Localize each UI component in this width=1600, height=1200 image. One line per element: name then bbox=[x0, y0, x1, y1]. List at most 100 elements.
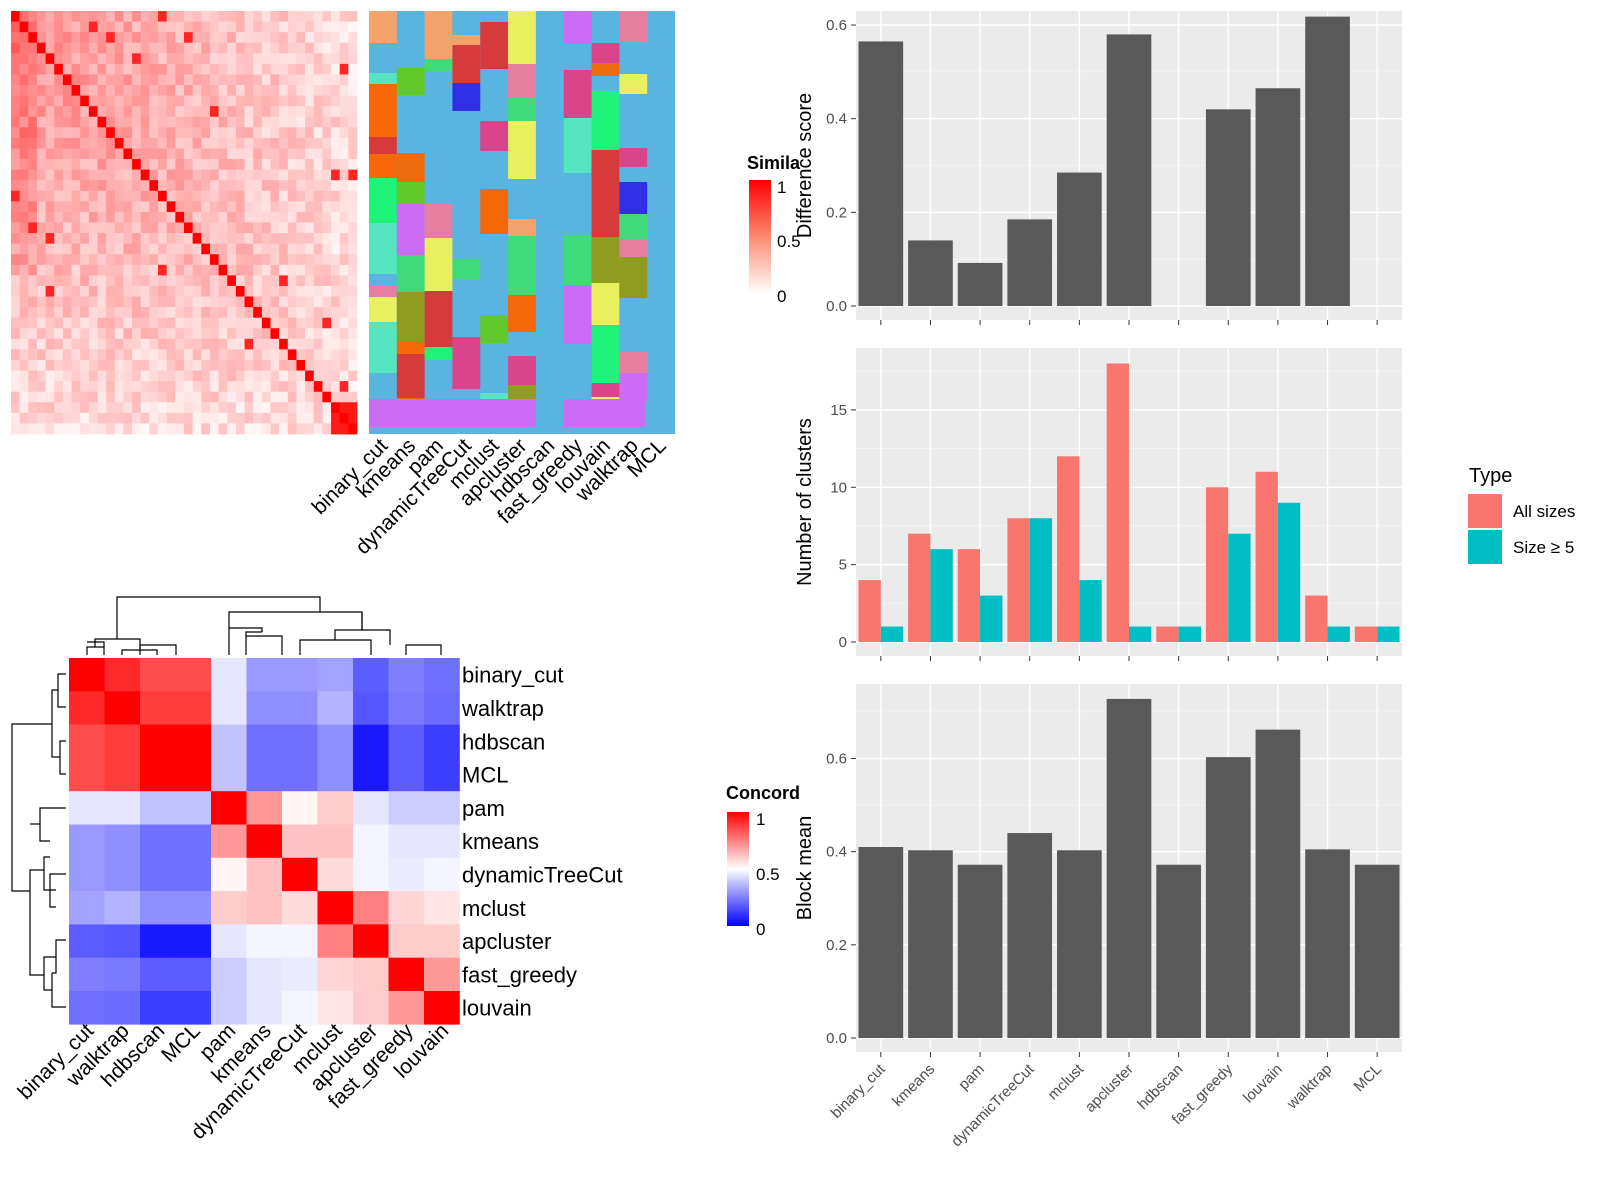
similarity-cell bbox=[348, 370, 358, 382]
similarity-cell bbox=[114, 169, 124, 181]
similarity-cell bbox=[11, 412, 21, 424]
similarity-cell bbox=[270, 159, 280, 171]
similarity-cell bbox=[322, 338, 332, 350]
similarity-cell bbox=[106, 85, 116, 96]
similarity-cell bbox=[348, 233, 358, 245]
similarity-cell bbox=[287, 127, 297, 139]
similarity-cell bbox=[166, 328, 176, 340]
similarity-cell bbox=[114, 32, 124, 44]
similarity-cell bbox=[71, 148, 81, 160]
similarity-cell bbox=[54, 370, 64, 382]
legend-swatch-size-ge-5 bbox=[1468, 530, 1502, 564]
similarity-cell bbox=[261, 11, 271, 22]
similarity-cell bbox=[209, 74, 219, 86]
similarity-cell bbox=[132, 74, 142, 86]
similarity-cell bbox=[54, 285, 64, 297]
similarity-cell bbox=[97, 285, 107, 297]
similarity-cell bbox=[71, 254, 81, 266]
similarity-cell bbox=[235, 296, 245, 308]
similarity-cell bbox=[244, 222, 254, 234]
x-tick-label: apcluster bbox=[1082, 1061, 1137, 1116]
concordance-cell bbox=[104, 791, 141, 825]
similarity-cell bbox=[296, 307, 306, 319]
similarity-cell bbox=[97, 328, 107, 340]
similarity-cell bbox=[279, 254, 289, 266]
similarity-cell bbox=[166, 402, 176, 414]
similarity-heatmap bbox=[11, 11, 358, 435]
similarity-cell bbox=[244, 116, 254, 128]
concordance-cell bbox=[140, 857, 176, 892]
similarity-cell bbox=[54, 423, 64, 435]
similarity-cell bbox=[19, 402, 29, 414]
similarity-cell bbox=[36, 95, 46, 107]
similarity-cell bbox=[313, 296, 323, 308]
similarity-cell bbox=[305, 74, 315, 86]
similarity-cell bbox=[19, 264, 29, 276]
similarity-cell bbox=[97, 127, 107, 139]
similarity-cell bbox=[279, 243, 289, 255]
concordance-cell bbox=[175, 658, 212, 692]
concordance-cell bbox=[211, 658, 247, 692]
concordance-row-label: pam bbox=[462, 796, 505, 821]
similarity-cell bbox=[209, 222, 219, 234]
similarity-cell bbox=[244, 381, 254, 393]
similarity-cell bbox=[158, 264, 168, 276]
similarity-cell bbox=[11, 423, 21, 435]
cluster-block bbox=[619, 352, 648, 373]
similarity-cell bbox=[80, 359, 90, 371]
similarity-cell bbox=[132, 159, 142, 171]
concordance-cell bbox=[282, 924, 318, 958]
similarity-cell bbox=[279, 137, 289, 149]
similarity-cell bbox=[322, 148, 332, 160]
similarity-cell bbox=[132, 307, 142, 319]
similarity-cell bbox=[45, 328, 55, 340]
concordance-cell bbox=[282, 691, 318, 725]
similarity-cell bbox=[62, 381, 72, 393]
similarity-cell bbox=[45, 211, 55, 223]
similarity-cell bbox=[348, 211, 358, 223]
similarity-cell bbox=[184, 254, 194, 266]
similarity-cell bbox=[313, 53, 323, 65]
similarity-cell bbox=[62, 201, 72, 213]
similarity-cell bbox=[45, 423, 55, 435]
similarity-cell bbox=[313, 264, 323, 276]
similarity-cell bbox=[244, 169, 254, 181]
similarity-cell bbox=[244, 233, 254, 245]
similarity-cell bbox=[11, 116, 21, 128]
bar-block-mean bbox=[1007, 833, 1053, 1038]
similarity-cell bbox=[123, 74, 133, 86]
similarity-cell bbox=[270, 264, 280, 276]
similarity-cell bbox=[54, 412, 64, 424]
similarity-cell bbox=[140, 233, 150, 245]
concordance-cell bbox=[317, 724, 354, 759]
similarity-cell bbox=[166, 201, 176, 213]
similarity-cell bbox=[218, 159, 228, 171]
similarity-cell bbox=[62, 95, 72, 107]
similarity-cell bbox=[132, 95, 142, 107]
similarity-cell bbox=[45, 275, 55, 287]
similarity-cell bbox=[322, 381, 332, 393]
similarity-cell bbox=[54, 11, 64, 22]
similarity-cell bbox=[348, 42, 358, 54]
similarity-cell bbox=[114, 106, 124, 118]
similarity-cell bbox=[244, 11, 254, 22]
similarity-cell bbox=[132, 349, 142, 361]
similarity-cell bbox=[227, 137, 237, 149]
similarity-cell bbox=[54, 264, 64, 276]
similarity-cell bbox=[88, 190, 98, 202]
similarity-cell bbox=[235, 423, 245, 435]
similarity-cell bbox=[209, 391, 219, 403]
similarity-cell bbox=[348, 169, 358, 181]
similarity-cell bbox=[123, 180, 133, 192]
similarity-cell bbox=[331, 233, 341, 245]
similarity-cell bbox=[322, 21, 332, 33]
similarity-cell bbox=[279, 53, 289, 65]
similarity-cell bbox=[184, 180, 194, 192]
similarity-cell bbox=[36, 328, 46, 340]
similarity-cell bbox=[296, 169, 306, 181]
similarity-cell bbox=[28, 264, 38, 276]
similarity-cell bbox=[279, 42, 289, 54]
similarity-cell bbox=[97, 359, 107, 371]
similarity-cell bbox=[270, 42, 280, 54]
similarity-cell bbox=[158, 116, 168, 128]
